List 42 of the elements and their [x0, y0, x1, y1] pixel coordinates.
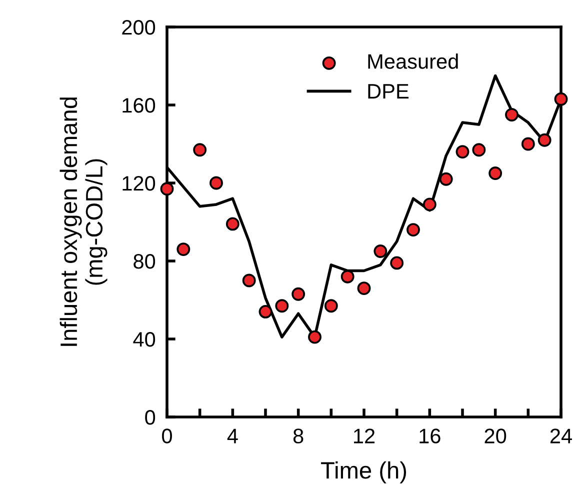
y-tick-label: 160: [122, 98, 156, 113]
point: [193, 143, 207, 157]
point: [308, 330, 322, 344]
point: [390, 256, 404, 270]
point: [160, 182, 174, 196]
point: [292, 287, 306, 301]
point: [275, 299, 289, 313]
point: [554, 92, 568, 106]
y-tick-label: 120: [122, 176, 156, 191]
x-tick-label: 4: [227, 428, 238, 444]
point: [472, 143, 486, 157]
point: [258, 304, 272, 318]
point: [406, 223, 420, 237]
point: [242, 274, 256, 288]
x-tick-label: 12: [354, 428, 375, 444]
point: [422, 198, 436, 212]
y-tick-label: 0: [145, 410, 156, 425]
legend-label: DPE: [368, 84, 408, 98]
point: [439, 172, 453, 186]
point: [505, 108, 518, 122]
point: [226, 217, 240, 231]
legend-label: Measured: [368, 54, 458, 69]
point: [340, 270, 354, 284]
y-axis-title: Influent oxygen demand (mg-COD/L): [60, 97, 108, 346]
point: [374, 244, 388, 258]
point: [210, 176, 223, 190]
point: [357, 282, 371, 296]
x-tick-label: 20: [484, 428, 506, 444]
x-tick-label: 0: [162, 428, 172, 444]
x-tick-label: 16: [420, 428, 440, 444]
point: [488, 166, 502, 180]
point: [456, 145, 470, 159]
y-tick-label: 200: [122, 20, 156, 35]
point: [176, 242, 190, 256]
y-tick-label: 80: [134, 254, 156, 269]
point: [324, 299, 338, 313]
x-tick-label: 24: [550, 428, 572, 444]
x-axis-title: Time (h): [321, 461, 406, 484]
x-tick-label: 8: [293, 428, 304, 444]
point: [521, 137, 535, 151]
point: [538, 133, 552, 147]
y-tick-label: 40: [133, 332, 156, 347]
